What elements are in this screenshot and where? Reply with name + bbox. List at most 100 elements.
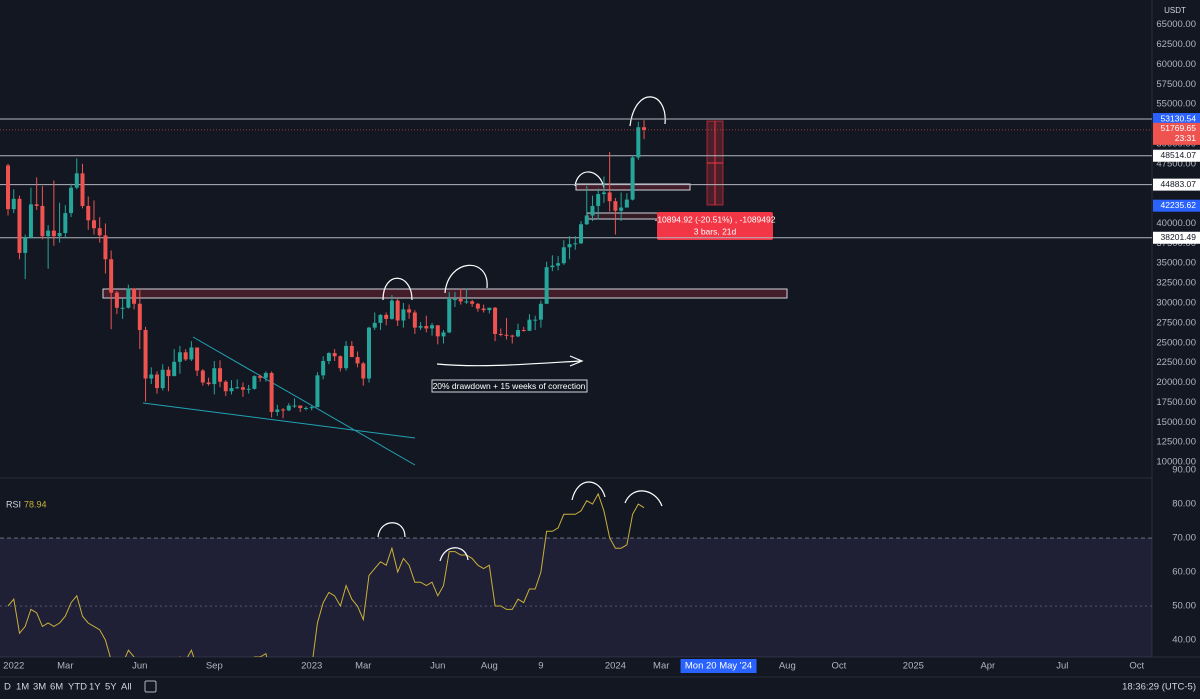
candle-body	[97, 228, 102, 236]
candle-body	[538, 303, 543, 320]
x-tick-label: Oct	[831, 661, 846, 672]
candle-body	[40, 205, 45, 237]
y-tick-label: 12500.00	[1156, 437, 1196, 448]
y-tick-label: 17500.00	[1156, 397, 1196, 408]
x-tick-label: 2022	[3, 661, 24, 672]
candle-body	[223, 381, 228, 392]
candle-body	[481, 308, 486, 311]
candle-body	[177, 352, 182, 362]
candle-body	[607, 192, 612, 202]
candle-body	[315, 375, 320, 408]
range-button[interactable]: 5Y	[105, 682, 117, 693]
y-tick-label: 15000.00	[1156, 417, 1196, 428]
candle-body	[561, 247, 566, 264]
candle-body	[361, 363, 366, 379]
candle-body	[63, 213, 68, 233]
level-tag-box	[1153, 113, 1200, 126]
level-tag: 48514.07	[1161, 150, 1197, 160]
candle-body	[200, 370, 205, 383]
candle-body	[458, 299, 463, 302]
x-tick-label: Oct	[1129, 661, 1144, 672]
x-tick-label: Mar	[57, 661, 73, 672]
candle-body	[515, 330, 520, 337]
candle-body	[441, 332, 446, 337]
candle-body	[326, 353, 331, 362]
candle-body	[206, 382, 211, 385]
calendar-icon[interactable]	[144, 680, 157, 693]
candle-body	[601, 192, 606, 195]
ui: 65000.00 62500.00 60000.00 57500.00 55000.00…	[3, 19, 1200, 693]
candle-body	[172, 361, 177, 377]
measure-label: 3 bars, 21d	[694, 226, 737, 236]
range-button[interactable]: YTD	[68, 682, 87, 693]
rsi-tick-label: 70.00	[1172, 533, 1196, 544]
candle-body	[166, 369, 171, 377]
y-tick-label: 60000.00	[1156, 59, 1196, 70]
y-tick-label: 10000.00	[1156, 457, 1196, 468]
x-tick-label: Sep	[206, 661, 223, 672]
candle-body	[126, 288, 131, 308]
rsi-tick-label: 80.00	[1172, 499, 1196, 510]
rsi-tick-label: 90.00	[1172, 465, 1196, 476]
y-tick-label: 65000.00	[1156, 19, 1196, 30]
range-button[interactable]: 6M	[50, 682, 63, 693]
y-tick-label: 35000.00	[1156, 258, 1196, 269]
candle-body	[338, 356, 343, 369]
candle-body	[619, 207, 624, 211]
range-button[interactable]: D	[4, 682, 11, 693]
candle-body	[556, 263, 561, 266]
candle-body	[189, 347, 194, 360]
rsi-tick-label: 40.00	[1172, 635, 1196, 646]
candle-body	[596, 194, 601, 206]
rsi-pane	[0, 492, 1152, 657]
alert-tag: 42235.62	[1161, 200, 1197, 210]
candle-body	[303, 407, 308, 409]
range-button[interactable]: 1M	[16, 682, 29, 693]
candle-body	[418, 326, 423, 328]
candle-body	[17, 198, 22, 253]
candle-body	[498, 333, 503, 335]
annotation-box	[431, 379, 588, 393]
candle-body	[235, 387, 240, 389]
x-tick-label: Jun	[132, 661, 147, 672]
rsi-value: 78.94	[24, 499, 47, 509]
candle-body	[452, 299, 457, 301]
arc	[377, 522, 406, 538]
candle-body	[504, 334, 509, 336]
candle-body	[69, 187, 74, 214]
candle-body	[160, 369, 165, 389]
candle-body	[91, 220, 96, 229]
candle-body	[367, 327, 372, 379]
candle-body	[143, 330, 148, 379]
y-tick-label: 55000.00	[1156, 99, 1196, 110]
candle-body	[246, 388, 251, 390]
candle-body	[355, 357, 360, 364]
range-button[interactable]: All	[121, 682, 132, 693]
level-tag: 44883.07	[1161, 179, 1197, 189]
level-tag-box	[1153, 231, 1200, 244]
candle-body	[521, 330, 526, 332]
rsi-title: RSI	[6, 499, 21, 509]
rsi-tick-label: 50.00	[1172, 601, 1196, 612]
candle-body	[527, 319, 532, 331]
price-pane: -10894.92 (-20.51%) , -1089492 3 bars, 2…	[0, 96, 1152, 562]
candle-body	[636, 127, 641, 158]
candle-body	[487, 307, 492, 311]
candle-body	[642, 127, 647, 130]
candle-body	[74, 173, 79, 188]
candle-body	[240, 387, 245, 390]
wedge-line	[142, 402, 416, 439]
clock: 18:36:29 (UTC-5)	[1122, 682, 1196, 693]
candle-body	[155, 374, 160, 389]
range-button[interactable]: 3M	[33, 682, 46, 693]
candle-body	[137, 303, 142, 331]
candle-body	[80, 173, 85, 206]
candle-body	[624, 199, 629, 208]
candle-body	[332, 353, 337, 357]
x-tick-label: 2023	[301, 661, 322, 672]
range-button[interactable]: 1Y	[89, 682, 101, 693]
measure-label: -10894.92 (-20.51%) , -1089492	[655, 214, 776, 224]
candle-body	[212, 368, 217, 385]
y-tick-label: 62500.00	[1156, 39, 1196, 50]
candle-body	[470, 301, 475, 304]
